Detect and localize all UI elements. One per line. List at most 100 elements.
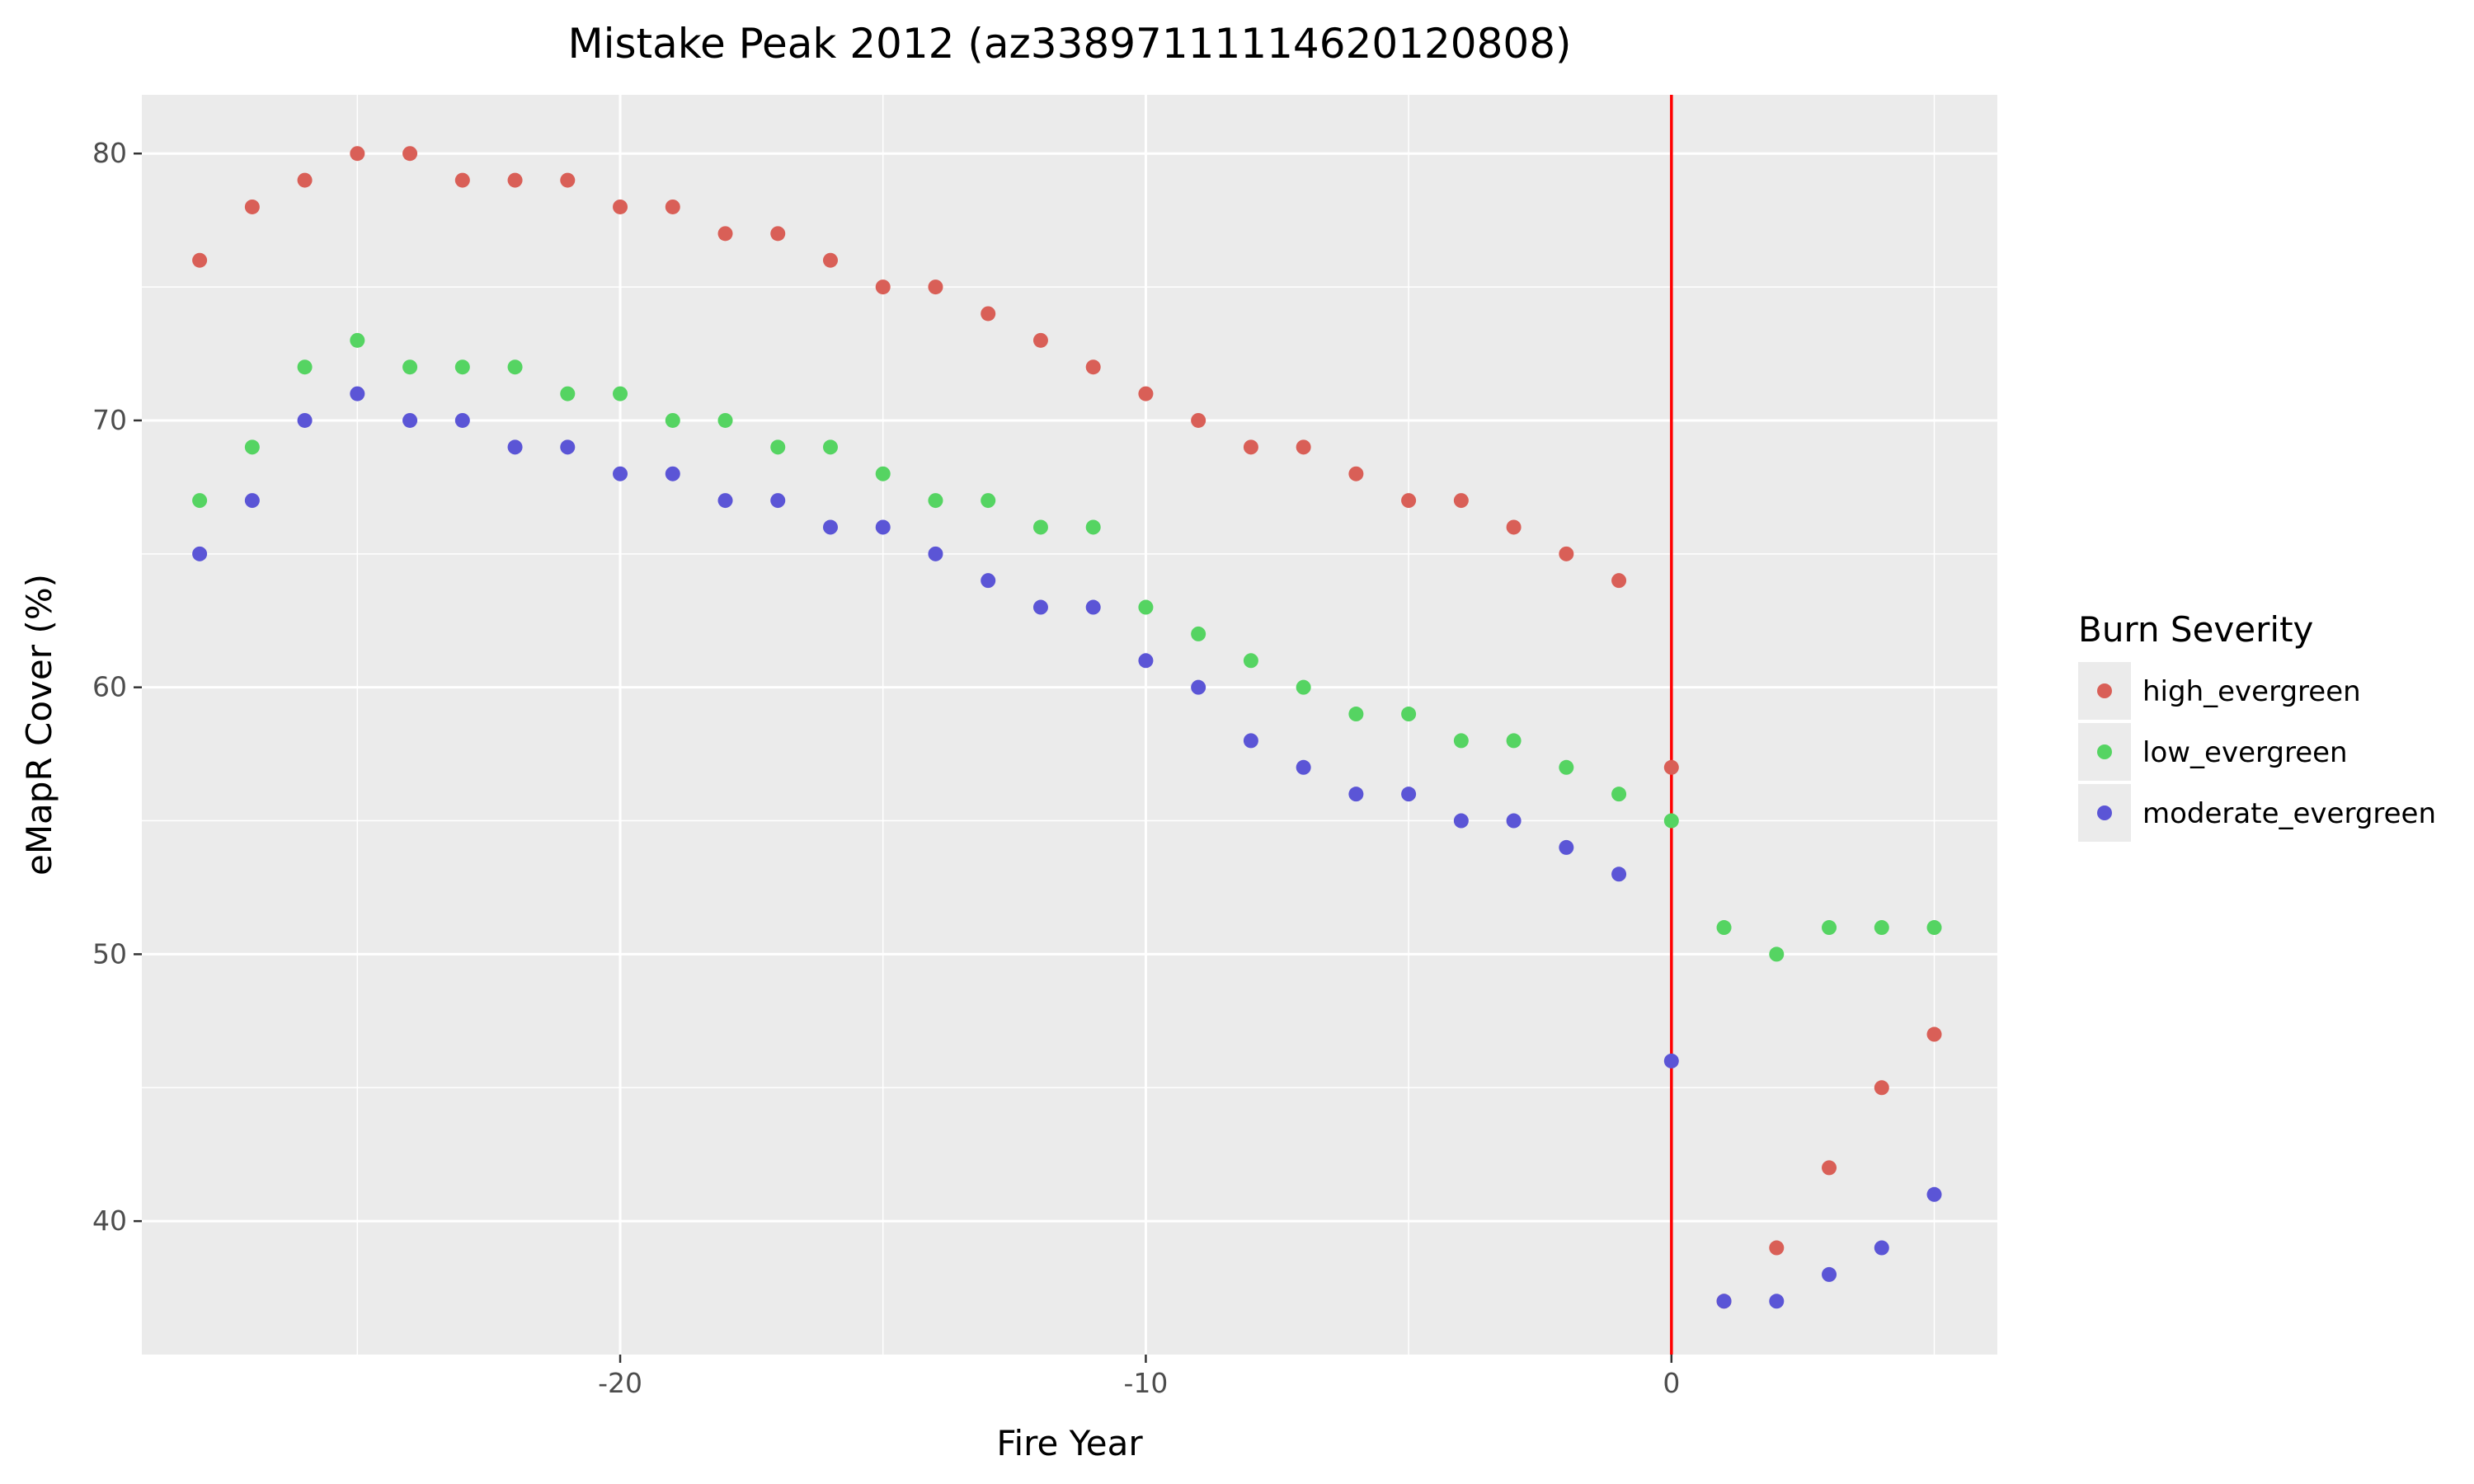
data-point — [507, 172, 523, 188]
data-point — [875, 279, 891, 295]
data-point — [1926, 920, 1942, 936]
data-point — [1559, 546, 1574, 561]
x-axis-title: Fire Year — [996, 1423, 1143, 1463]
data-point — [1663, 813, 1679, 829]
x-tick-label: -20 — [598, 1367, 642, 1399]
data-point — [1243, 733, 1258, 749]
data-point — [822, 252, 838, 268]
data-point — [1926, 1026, 1942, 1042]
data-point — [1138, 599, 1154, 615]
data-point — [1191, 412, 1206, 428]
data-point — [1611, 573, 1627, 589]
data-point — [1611, 787, 1627, 802]
data-point — [1032, 332, 1048, 348]
data-point — [981, 573, 996, 589]
data-point — [244, 493, 260, 509]
data-point — [402, 412, 418, 428]
chart-title: Mistake Peak 2012 (az3389711111462012080… — [567, 20, 1571, 68]
data-point — [770, 493, 786, 509]
data-point — [928, 546, 943, 561]
data-point — [1769, 946, 1785, 962]
data-point — [1138, 653, 1154, 669]
data-point — [1769, 1240, 1785, 1256]
data-points — [192, 146, 1942, 1309]
legend-label: low_evergreen — [2142, 736, 2348, 769]
data-point — [1453, 733, 1469, 749]
data-point — [717, 226, 733, 242]
data-point — [928, 493, 943, 509]
data-point — [454, 172, 470, 188]
legend-marker — [2097, 805, 2112, 820]
data-point — [1296, 439, 1311, 455]
data-point — [1032, 519, 1048, 535]
y-tick-label: 70 — [92, 404, 127, 436]
data-point — [1296, 759, 1311, 775]
data-point — [875, 466, 891, 481]
data-point — [1716, 920, 1732, 936]
data-point — [1348, 787, 1364, 802]
data-point — [1296, 679, 1311, 695]
data-point — [613, 199, 628, 214]
x-tick-label: 0 — [1663, 1367, 1680, 1399]
data-point — [1032, 599, 1048, 615]
data-point — [1506, 519, 1522, 535]
data-point — [1559, 759, 1574, 775]
data-point — [717, 412, 733, 428]
data-point — [507, 439, 523, 455]
minor-gridlines — [142, 95, 1997, 1355]
data-point — [1085, 359, 1101, 375]
data-point — [1663, 1053, 1679, 1068]
legend-marker — [2097, 744, 2112, 759]
x-tick-label: -10 — [1123, 1367, 1168, 1399]
data-point — [1559, 839, 1574, 855]
data-point — [560, 386, 576, 402]
data-point — [1506, 813, 1522, 829]
y-axis-title: eMapR Cover (%) — [19, 574, 59, 876]
legend-marker — [2097, 683, 2112, 698]
data-point — [1085, 519, 1101, 535]
data-point — [665, 412, 680, 428]
legend-title: Burn Severity — [2078, 609, 2313, 650]
data-point — [1453, 493, 1469, 509]
y-axis-ticks: 40 50 60 70 80 — [92, 137, 142, 1237]
data-point — [350, 386, 365, 402]
data-point — [192, 546, 208, 561]
data-point — [770, 226, 786, 242]
x-axis-ticks: -20 -10 0 — [598, 1355, 1680, 1399]
data-point — [350, 332, 365, 348]
data-point — [1926, 1186, 1942, 1202]
data-point — [1243, 653, 1258, 669]
data-point — [402, 359, 418, 375]
data-point — [613, 466, 628, 481]
major-gridlines — [142, 95, 1997, 1355]
legend-label: moderate_evergreen — [2142, 797, 2436, 830]
data-point — [1191, 626, 1206, 641]
panel-background — [142, 95, 1997, 1355]
legend-label: high_evergreen — [2142, 675, 2361, 708]
data-point — [1822, 1266, 1837, 1282]
data-point — [1401, 493, 1417, 509]
data-point — [822, 519, 838, 535]
series-low-evergreen — [192, 332, 1942, 962]
data-point — [1716, 1294, 1732, 1309]
data-point — [350, 146, 365, 162]
data-point — [981, 493, 996, 509]
data-point — [560, 172, 576, 188]
data-point — [297, 359, 313, 375]
data-point — [402, 146, 418, 162]
series-moderate-evergreen — [192, 386, 1942, 1309]
data-point — [1822, 920, 1837, 936]
data-point — [244, 199, 260, 214]
data-point — [454, 412, 470, 428]
data-point — [297, 172, 313, 188]
data-point — [665, 466, 680, 481]
data-point — [875, 519, 891, 535]
data-point — [613, 386, 628, 402]
y-tick-label: 40 — [92, 1205, 127, 1237]
legend: Burn Severity high_evergreen low_evergree… — [2078, 609, 2436, 842]
data-point — [1663, 759, 1679, 775]
data-point — [770, 439, 786, 455]
data-point — [1769, 1294, 1785, 1309]
y-tick-label: 60 — [92, 671, 127, 703]
